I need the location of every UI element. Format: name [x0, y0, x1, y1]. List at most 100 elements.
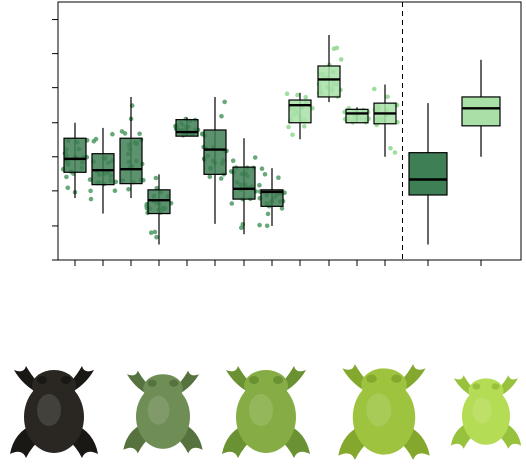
data-point-8-21: [290, 132, 295, 138]
data-point-8-17: [284, 91, 290, 97]
data-point-1-15: [88, 196, 94, 202]
frog-2-body: [136, 384, 190, 449]
box-7: [260, 168, 284, 226]
frog-3-highlight: [249, 394, 273, 426]
box-body-5: [203, 129, 227, 175]
data-point-8-15: [303, 94, 309, 100]
data-point-7-19: [276, 175, 281, 180]
frog-4-photo: [338, 364, 430, 460]
frog-5-eye-left: [472, 383, 481, 390]
frog-1-eye-right: [61, 376, 71, 384]
frog-3-photo: [222, 366, 310, 458]
data-point-6-8: [252, 155, 258, 160]
data-point-11-8: [388, 146, 393, 151]
box-13: [461, 59, 501, 157]
frog-5-body: [462, 387, 510, 445]
frog-5-eye-right: [491, 383, 500, 390]
data-point-7-14: [264, 223, 270, 229]
data-point-6-4: [229, 201, 235, 206]
data-point-1-21: [87, 177, 93, 182]
frog-2-eye-left: [147, 379, 157, 387]
box-body-2: [119, 137, 143, 185]
data-point-7-7: [257, 182, 262, 188]
data-point-11-19: [385, 94, 390, 100]
data-point-2-15: [137, 131, 142, 137]
frog-2-highlight: [147, 395, 170, 425]
data-point-6-2: [239, 225, 244, 231]
frog-1-photo: [10, 366, 98, 458]
data-point-5-3: [219, 113, 224, 119]
data-point-6-7: [230, 158, 236, 163]
data-point-3-0: [148, 230, 154, 235]
frog-1-eye-left: [37, 376, 47, 384]
data-point-3-18: [153, 175, 159, 181]
data-point-8-20: [302, 124, 307, 129]
frog-4-body: [352, 379, 416, 455]
box-series: [63, 35, 501, 245]
data-point-3-12: [154, 234, 159, 240]
box-4: [175, 117, 199, 137]
frog-4-eye-left: [366, 374, 377, 383]
box-11: [373, 84, 397, 157]
box-body-13: [461, 96, 501, 127]
frog-5-photo: [450, 375, 522, 449]
box-body-6: [232, 166, 256, 200]
box-8: [288, 92, 312, 140]
data-point-8-19: [286, 124, 291, 130]
plot-axes: [52, 1, 522, 266]
data-point-0-17: [65, 185, 71, 191]
frog-5-highlight: [472, 397, 492, 424]
box-3: [147, 174, 171, 245]
box-body-7: [260, 189, 284, 207]
data-point-5-6: [207, 174, 213, 180]
box-body-3: [147, 189, 171, 215]
data-point-11-18: [372, 86, 377, 92]
data-point-7-16: [265, 211, 271, 217]
box-5: [203, 96, 227, 224]
box-body-8: [288, 99, 312, 124]
frog-3-body: [236, 381, 296, 453]
data-point-6-21: [228, 169, 234, 174]
data-point-3-6: [152, 229, 158, 235]
data-point-5-1: [222, 99, 227, 105]
frog-4-highlight: [366, 393, 392, 427]
plot-frame: [57, 1, 522, 261]
data-point-1-12: [88, 188, 93, 194]
frog-3-eye-right: [273, 376, 283, 384]
data-point-1-3: [110, 131, 115, 137]
data-point-7-21: [259, 166, 265, 171]
frog-3-eye-left: [249, 376, 259, 384]
box-6: [232, 138, 256, 235]
data-point-1-9: [113, 179, 119, 185]
box-plot-chart: [52, 1, 522, 266]
box-2: [119, 96, 143, 199]
box-body-9: [317, 65, 341, 98]
data-point-9-19: [331, 46, 337, 51]
frog-2-photo: [123, 370, 203, 454]
data-point-11-9: [392, 150, 398, 155]
jitter-points: [60, 45, 400, 240]
box-body-10: [345, 108, 369, 124]
data-point-9-21: [338, 57, 344, 62]
box-12: [408, 103, 448, 245]
box-9: [317, 35, 341, 103]
frog-1-body: [24, 381, 84, 453]
data-point-2-21: [119, 129, 125, 134]
data-point-8-8: [295, 92, 300, 98]
box-body-0: [63, 137, 87, 173]
data-point-7-1: [257, 222, 262, 228]
data-point-1-17: [91, 139, 97, 144]
box-body-12: [408, 152, 448, 196]
data-point-1-7: [112, 188, 118, 193]
frog-1-highlight: [37, 394, 61, 426]
frog-4-eye-right: [391, 374, 402, 383]
box-body-4: [175, 119, 199, 137]
data-point-0-10: [64, 174, 69, 180]
data-point-5-17: [218, 176, 224, 181]
box-10: [345, 107, 369, 124]
data-point-7-6: [279, 206, 285, 211]
data-point-7-10: [262, 172, 268, 177]
box-0: [63, 122, 87, 199]
data-point-2-0: [126, 187, 131, 192]
frog-2-eye-right: [169, 379, 179, 387]
